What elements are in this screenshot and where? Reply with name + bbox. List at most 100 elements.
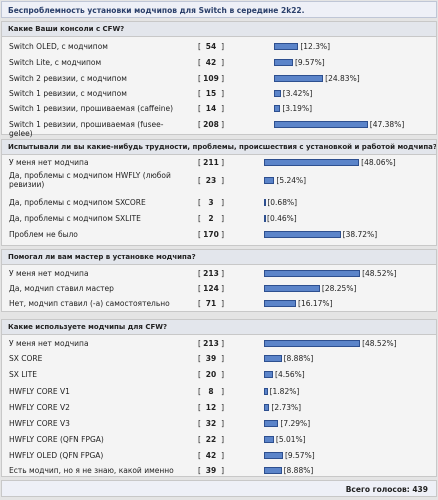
percent-label: 38.72%	[345, 230, 375, 239]
total-value: 439	[412, 485, 428, 494]
percent: [38.72%]	[342, 230, 378, 239]
vote-count: [208]	[198, 120, 224, 129]
percent: [9.57%]	[294, 58, 325, 67]
vote-bar	[264, 467, 282, 474]
option-row: Да, проблемы с модчипом SXCORE [3] [0.68%]	[2, 197, 436, 207]
vote-count: [15]	[198, 89, 224, 98]
poll-section: Испытывали ли вы какие-нибудь трудности,…	[1, 139, 437, 246]
total-label: Всего голосов:	[345, 485, 410, 494]
vote-count: [14]	[198, 104, 224, 113]
option-row: Есть модчип, но я не знаю, какой именно […	[2, 465, 436, 475]
option-row: HWFLY CORE V2 [12] [2.73%]	[2, 402, 436, 412]
percent-label: 3.19%	[285, 104, 310, 113]
option-row: Switch 2 ревизии, с модчипом [109] [24.83%…	[2, 73, 436, 83]
vote-bar	[274, 43, 299, 50]
vote-bar	[264, 231, 341, 238]
vote-value: 208	[203, 120, 219, 129]
vote-bar	[274, 105, 281, 112]
option-label: Да, проблемы с модчипом HWFLY (любой рев…	[9, 171, 171, 189]
vote-value: 211	[203, 158, 219, 167]
vote-count: [109]	[198, 74, 224, 83]
vote-value: 109	[203, 74, 219, 83]
percent: [0.68%]	[267, 198, 298, 207]
vote-count: [211]	[198, 158, 224, 167]
vote-count: [71]	[198, 299, 224, 308]
vote-count: [213]	[198, 269, 224, 278]
percent-label: 48.06%	[364, 158, 393, 167]
vote-value: 124	[203, 284, 219, 293]
poll-section: Помогал ли вам мастер в установке модчип…	[1, 249, 437, 312]
option-row: Нет, модчип ставил (-а) самостоятельно [7…	[2, 298, 436, 308]
percent-label: 4.56%	[277, 370, 302, 379]
vote-count: [22]	[198, 435, 224, 444]
vote-value: 32	[205, 419, 217, 428]
percent: [9.57%]	[284, 451, 315, 460]
option-label: Да, проблемы с модчипом SXCORE	[9, 198, 146, 207]
vote-bar	[264, 159, 360, 166]
vote-value: 54	[205, 42, 217, 51]
option-label: HWFLY CORE V2	[9, 403, 70, 412]
option-row: Switch 1 ревизии, прошиваемая (caffeine)…	[2, 103, 436, 113]
percent-label: 0.46%	[269, 214, 294, 223]
vote-count: [8]	[198, 387, 224, 396]
option-label: У меня нет модчипа	[9, 269, 89, 278]
question: Испытывали ли вы какие-нибудь трудности,…	[2, 140, 436, 155]
option-row: Switch Lite, с модчипом [42] [9.57%]	[2, 57, 436, 67]
vote-count: [23]	[198, 176, 224, 185]
percent-label: 28.25%	[324, 284, 354, 293]
poll-section: Какие Ваши консоли с CFW? Switch OLED, с …	[1, 21, 437, 138]
option-row: У меня нет модчипа [213] [48.52%]	[2, 338, 436, 348]
percent: [3.42%]	[282, 89, 313, 98]
vote-value: 213	[203, 339, 219, 348]
option-row: SX LITE [20] [4.56%]	[2, 369, 436, 379]
percent: [28.25%]	[321, 284, 357, 293]
vote-value: 170	[203, 230, 219, 239]
percent: [24.83%]	[325, 74, 360, 83]
question: Какие используете модчипы для CFW?	[2, 320, 436, 335]
percent-label: 5.01%	[278, 435, 303, 444]
vote-bar	[264, 355, 282, 362]
poll-title: Беспроблемность установки модчипов для S…	[1, 1, 437, 18]
option-label: Switch 1 ревизии, прошиваемая (caffeine)	[9, 104, 174, 113]
percent-label: 12.3%	[303, 42, 328, 51]
option-label: HWFLY OLED (QFN FPGA)	[9, 451, 104, 460]
percent: [48.06%]	[361, 158, 396, 167]
vote-bar	[264, 285, 320, 292]
option-row: HWFLY CORE V3 [32] [7.29%]	[2, 418, 436, 428]
percent-label: 3.42%	[285, 89, 310, 98]
vote-count: [54]	[198, 42, 224, 51]
vote-value: 39	[205, 354, 217, 363]
vote-value: 71	[205, 299, 217, 308]
vote-count: [3]	[198, 198, 224, 207]
vote-bar	[264, 270, 361, 277]
option-row: Switch OLED, с модчипом [54] [12.3%]	[2, 41, 436, 51]
vote-bar	[264, 452, 283, 459]
percent-label: 9.57%	[297, 58, 322, 67]
option-row: Switch 1 ревизии, с модчипом [15] [3.42%]	[2, 88, 436, 98]
total-votes: Всего голосов: 439	[1, 480, 437, 497]
percent-label: 48.52%	[365, 339, 394, 348]
question: Какие Ваши консоли с CFW?	[2, 22, 436, 37]
vote-count: [170]	[198, 230, 224, 239]
vote-bar	[274, 75, 324, 82]
vote-bar	[264, 436, 274, 443]
percent-label: 48.52%	[365, 269, 394, 278]
option-row: HWFLY OLED (QFN FPGA) [42] [9.57%]	[2, 450, 436, 460]
option-label: Switch 2 ревизии, с модчипом	[9, 74, 127, 83]
vote-bar	[274, 59, 293, 66]
percent: [0.46%]	[267, 214, 297, 223]
vote-value: 14	[205, 104, 217, 113]
vote-value: 42	[205, 451, 217, 460]
percent: [48.52%]	[362, 339, 397, 348]
vote-value: 213	[203, 269, 219, 278]
option-row: Да, проблемы с модчипом HWFLY (любой рев…	[2, 171, 436, 189]
percent-label: 1.82%	[272, 387, 297, 396]
percent-label: 24.83%	[328, 74, 357, 83]
option-row: HWFLY CORE V1 [8] [1.82%]	[2, 386, 436, 396]
option-label: Switch 1 ревизии, с модчипом	[9, 89, 127, 98]
percent-label: 16.17%	[300, 299, 330, 308]
percent: [7.29%]	[280, 419, 311, 428]
percent-label: 9.57%	[287, 451, 312, 460]
percent: [5.24%]	[276, 176, 307, 185]
